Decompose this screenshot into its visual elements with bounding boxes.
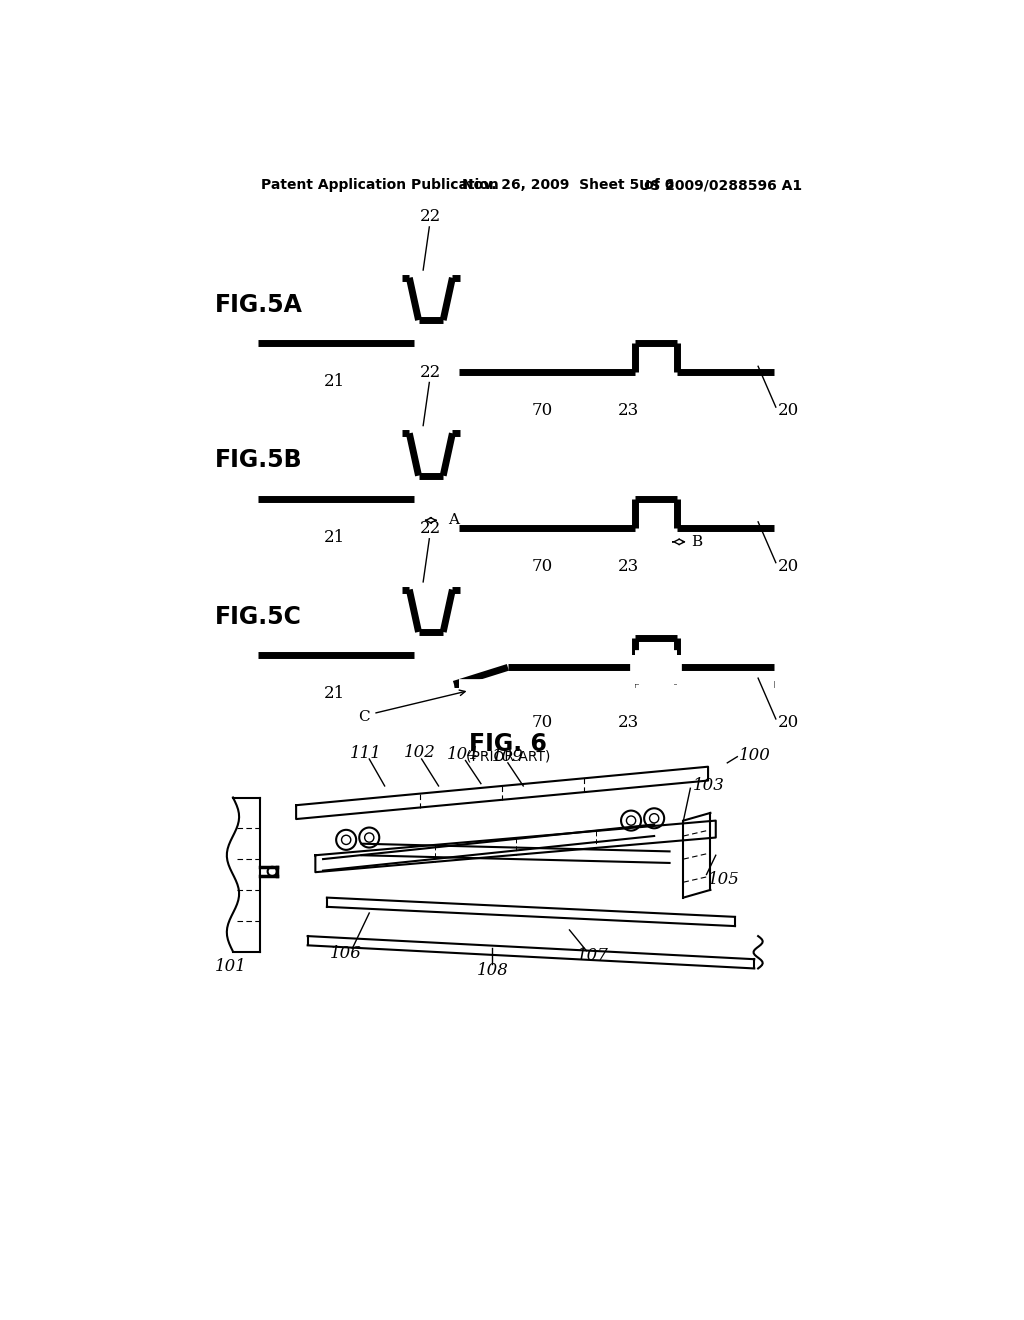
Text: 23: 23 (617, 558, 639, 576)
Text: Nov. 26, 2009  Sheet 5 of 6: Nov. 26, 2009 Sheet 5 of 6 (462, 178, 674, 193)
Text: 111: 111 (349, 744, 381, 762)
Text: 20: 20 (777, 558, 799, 576)
Text: 22: 22 (420, 520, 441, 537)
Text: 101: 101 (215, 958, 247, 975)
Text: Patent Application Publication: Patent Application Publication (261, 178, 500, 193)
Text: FIG.5A: FIG.5A (215, 293, 303, 317)
Text: B: B (691, 535, 702, 549)
Text: US 2009/0288596 A1: US 2009/0288596 A1 (639, 178, 802, 193)
Text: 21: 21 (324, 374, 345, 391)
Text: 20: 20 (777, 714, 799, 731)
Text: 21: 21 (324, 685, 345, 702)
Text: 70: 70 (531, 714, 553, 731)
Text: 104: 104 (447, 746, 479, 763)
Text: (PRIOR ART): (PRIOR ART) (466, 750, 550, 764)
Text: 70: 70 (531, 558, 553, 576)
Text: 21: 21 (324, 529, 345, 545)
Text: 23: 23 (617, 403, 639, 420)
Text: 70: 70 (531, 403, 553, 420)
Text: 22: 22 (420, 209, 441, 226)
Text: 103: 103 (692, 777, 725, 795)
Text: A: A (447, 513, 459, 527)
Text: 105: 105 (708, 871, 740, 888)
Text: 100: 100 (739, 747, 771, 764)
Text: FIG.5C: FIG.5C (215, 605, 302, 628)
Text: 107: 107 (577, 946, 608, 964)
Text: 109: 109 (492, 748, 524, 766)
Text: FIG. 6: FIG. 6 (469, 731, 547, 755)
Text: 102: 102 (403, 744, 435, 762)
Text: 23: 23 (617, 714, 639, 731)
Text: FIG.5B: FIG.5B (215, 449, 303, 473)
Text: 22: 22 (420, 364, 441, 381)
Text: 108: 108 (476, 962, 508, 979)
Text: 20: 20 (777, 403, 799, 420)
Text: 106: 106 (330, 945, 362, 961)
Text: C: C (357, 710, 370, 725)
